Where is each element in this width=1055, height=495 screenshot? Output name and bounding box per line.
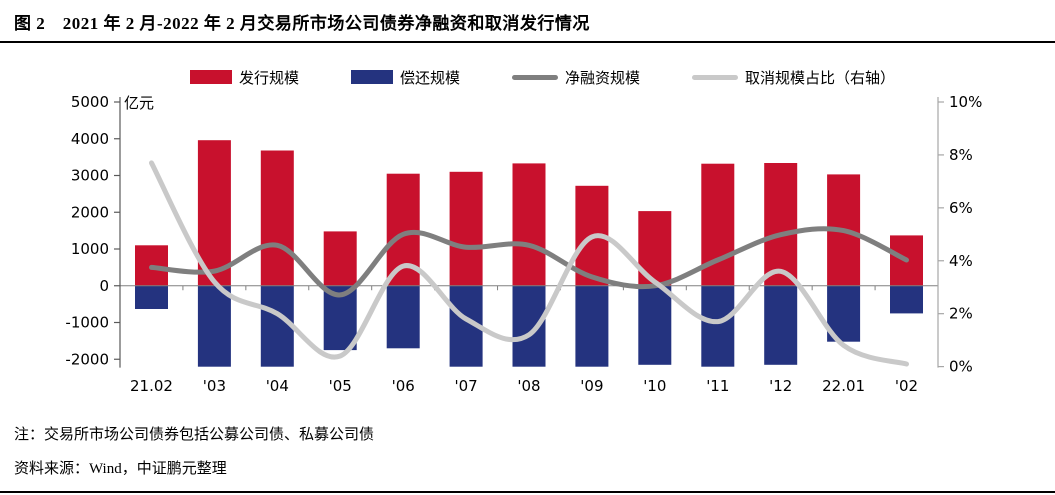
figure-title: 图 2 2021 年 2 月-2022 年 2 月交易所市场公司债券净融资和取消… (14, 14, 590, 33)
x-axis-category-label: '04 (266, 377, 289, 395)
issuance-swatch-icon (189, 70, 232, 84)
repayment-bar (135, 285, 168, 309)
net-financing-line (149, 226, 909, 298)
legend-label-issuance: 发行规模 (238, 69, 299, 87)
repayment-bar (386, 285, 420, 349)
issuance-bar (764, 163, 798, 286)
x-axis-category-label: '12 (769, 377, 792, 395)
left-axis-tick-label: 1000 (71, 240, 109, 258)
right-axis-tick-label: 6% (949, 199, 973, 217)
x-axis-category-label: '03 (203, 377, 226, 395)
x-axis-category-label: '07 (454, 377, 477, 395)
source-line: 资料来源：Wind，中证鹏元整理 (14, 461, 227, 477)
left-axis-tick-label: -2000 (65, 350, 109, 368)
x-axis-category-label: '10 (643, 377, 666, 395)
issuance-bar (260, 150, 294, 286)
x-axis-category-label: '08 (517, 377, 540, 395)
repayment-bar (260, 285, 294, 367)
x-axis-category-label: '09 (580, 377, 603, 395)
bottom-divider (0, 491, 1055, 493)
repayment-swatch-icon (350, 70, 393, 84)
legend-item-cancel-ratio: 取消规模占比（右轴） (692, 67, 895, 88)
right-axis-tick-label: 8% (949, 146, 973, 164)
left-axis-tick-label: 5000 (71, 93, 109, 111)
right-axis-tick-label: 2% (949, 305, 973, 323)
x-axis-category-label: '11 (706, 377, 729, 395)
repayment-bar (575, 285, 609, 367)
repayment-bar (890, 285, 923, 314)
left-axis-unit-label: 亿元 (124, 94, 154, 112)
note-line: 注：交易所市场公司债券包括公募公司债、私募公司债 (14, 427, 375, 443)
left-axis-tick-label: 4000 (71, 130, 109, 148)
cancel-ratio-swatch-icon (692, 74, 739, 80)
x-axis-category-label: '05 (329, 377, 352, 395)
x-axis-category-label: 21.02 (130, 377, 173, 395)
repayment-bar (197, 285, 231, 367)
repayment-bar (701, 285, 735, 367)
issuance-bar (512, 163, 546, 286)
chart-legend: 发行规模 偿还规模 净融资规模 取消规模占比（右轴） (30, 67, 1055, 87)
issuance-bar (449, 171, 483, 286)
repayment-bar (764, 285, 798, 365)
x-axis-category-label: 22.01 (822, 377, 865, 395)
legend-label-cancel-ratio: 取消规模占比（右轴） (745, 69, 896, 87)
cancel-ratio-line (149, 160, 909, 367)
right-axis-tick-label: 0% (949, 358, 973, 376)
left-axis-tick-label: 2000 (71, 203, 109, 221)
x-axis-category-label: '02 (895, 377, 918, 395)
title-divider (0, 41, 1055, 43)
x-axis-category-label: '06 (392, 377, 415, 395)
right-axis-tick-label: 10% (949, 93, 982, 111)
repayment-bar (638, 285, 672, 365)
legend-item-net-financing: 净融资规模 (512, 67, 640, 88)
legend-label-repayment: 偿还规模 (399, 69, 460, 87)
left-axis-tick-label: 0 (99, 277, 109, 295)
combo-chart: 亿元 5000 4000 3000 2000 1000 0 -1000 -2000 10% 8% 6%… (65, 93, 982, 395)
legend-item-issuance: 发行规模 (189, 67, 299, 88)
legend-label-net-financing: 净融资规模 (565, 69, 641, 87)
left-axis-tick-label: 3000 (71, 167, 109, 185)
net-financing-swatch-icon (512, 74, 558, 80)
issuance-bar (323, 231, 357, 286)
right-axis-tick-label: 4% (949, 252, 973, 270)
legend-item-repayment: 偿还规模 (350, 67, 460, 88)
left-axis-tick-label: -1000 (65, 314, 109, 332)
figure-notes: 注：交易所市场公司债券包括公募公司债、私募公司债 资料来源：Wind，中证鹏元整… (0, 411, 1055, 478)
